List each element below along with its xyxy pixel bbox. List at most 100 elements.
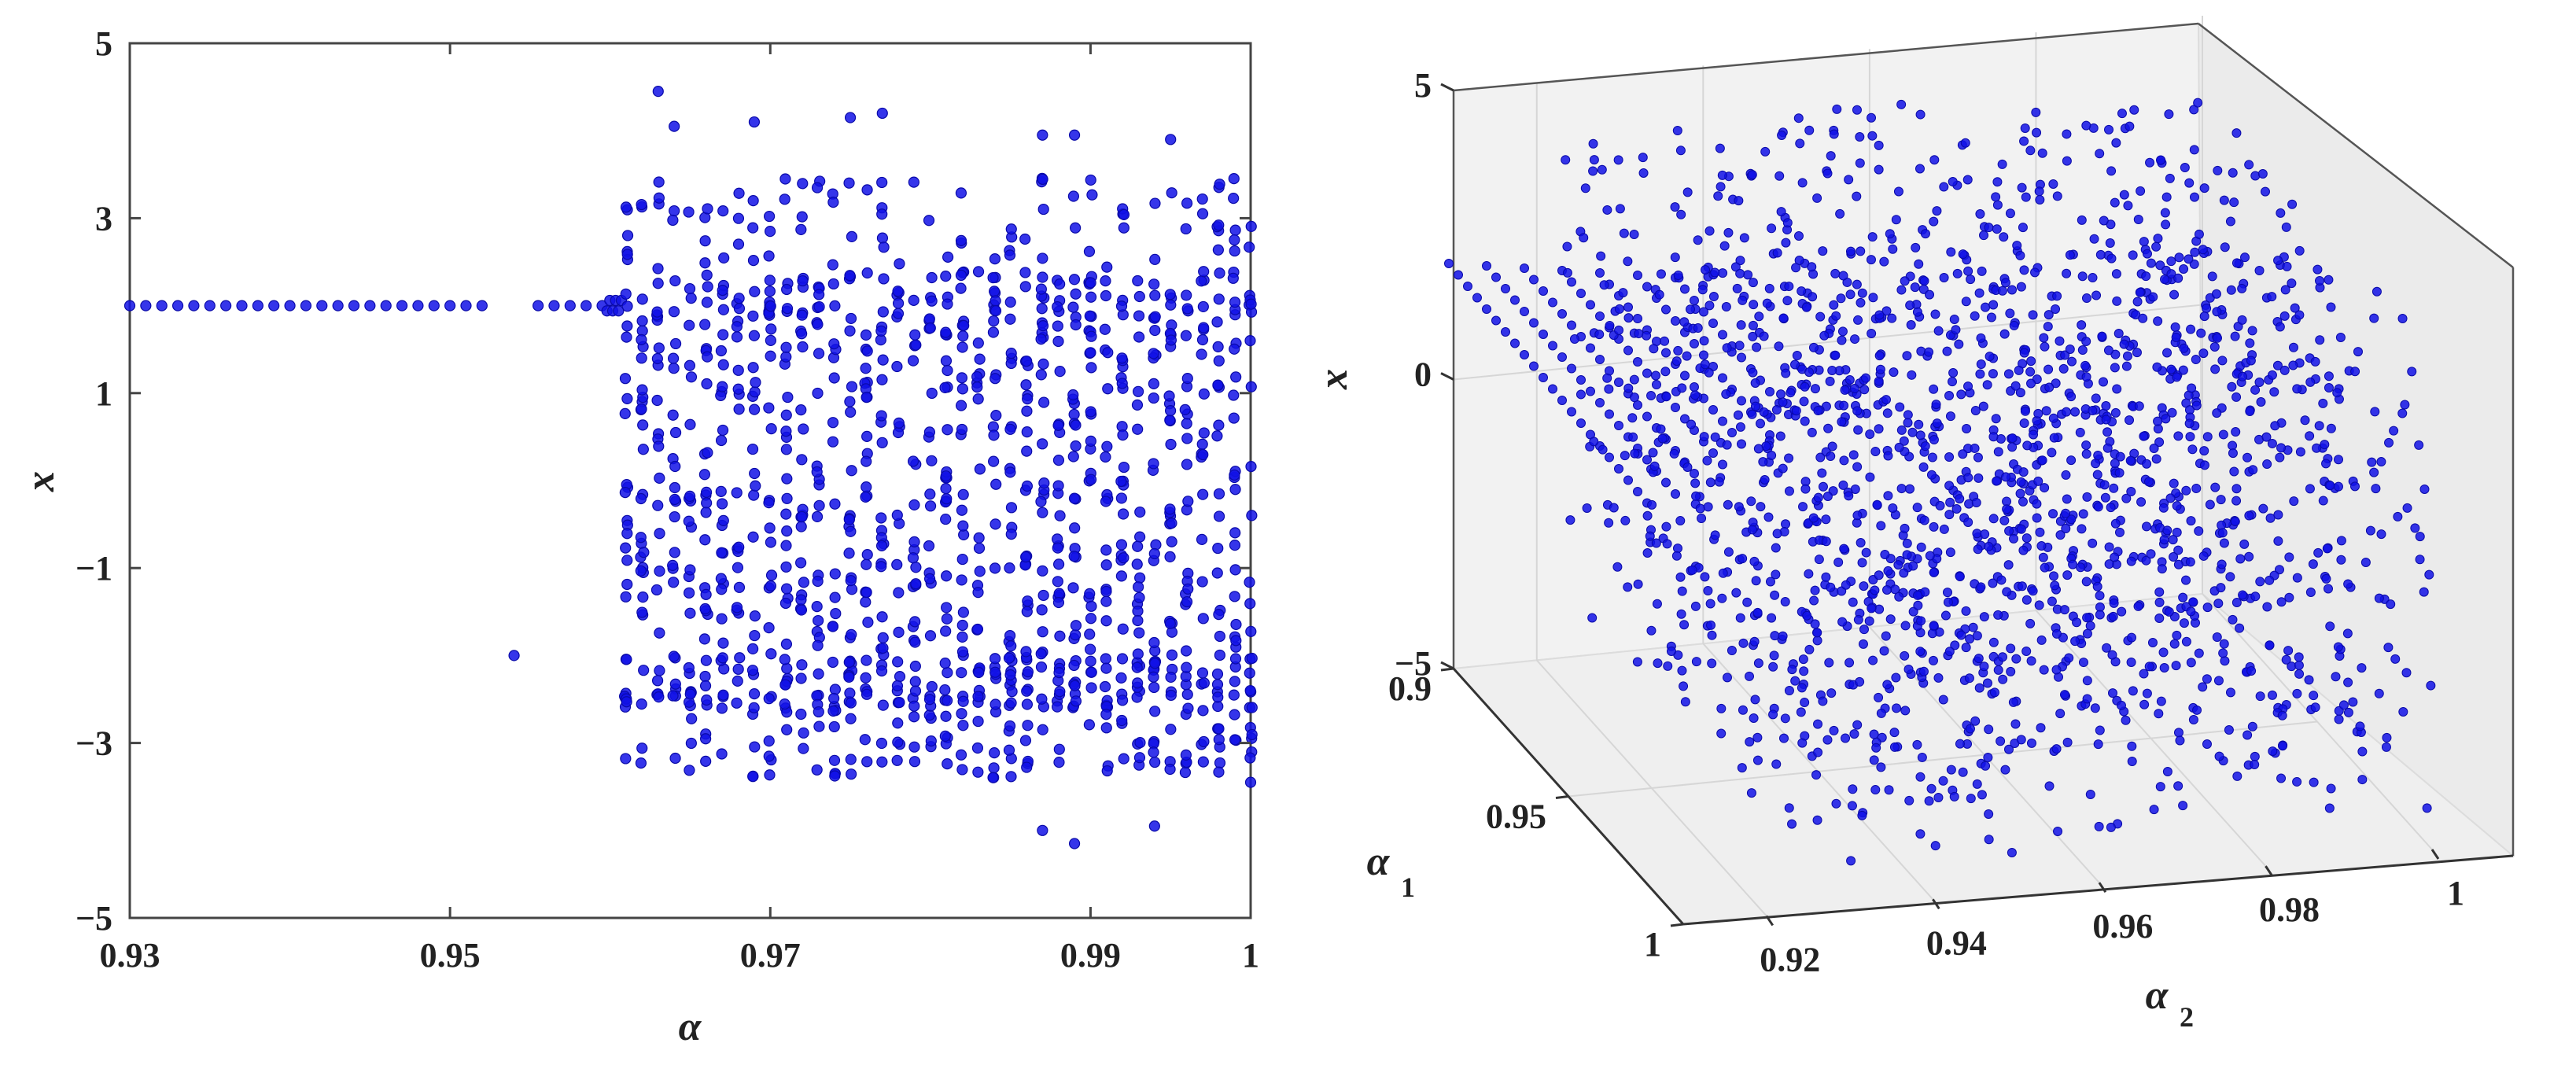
data-point xyxy=(779,698,790,710)
data-point xyxy=(1752,755,1763,765)
data-point xyxy=(650,584,663,596)
data-point xyxy=(2022,440,2032,451)
data-point xyxy=(1656,269,1666,279)
data-point xyxy=(669,460,681,473)
data-point xyxy=(765,580,777,592)
data-point xyxy=(619,407,631,419)
data-point xyxy=(1100,451,1111,463)
data-point xyxy=(2015,488,2025,499)
data-point xyxy=(2065,344,2075,354)
data-point xyxy=(1993,665,2003,675)
data-point xyxy=(1889,367,1899,378)
data-point xyxy=(2261,432,2272,442)
data-point xyxy=(2010,719,2021,729)
data-point xyxy=(1837,417,1847,427)
data-point xyxy=(2006,643,2016,654)
data-point xyxy=(1005,697,1017,709)
data-point xyxy=(2382,732,2392,743)
data-point xyxy=(1894,591,1904,602)
data-point xyxy=(1132,540,1144,552)
data-point xyxy=(990,410,1002,422)
data-point xyxy=(2273,256,2283,266)
data-point xyxy=(861,430,873,442)
data-point xyxy=(1894,442,1904,452)
data-point xyxy=(1808,342,1819,352)
data-point xyxy=(1085,643,1096,655)
data-point xyxy=(1810,585,1820,595)
data-point xyxy=(1915,647,1926,657)
data-point xyxy=(1579,233,1589,243)
data-point xyxy=(2202,304,2212,314)
data-point xyxy=(2166,269,2176,279)
data-point xyxy=(2381,742,2391,752)
data-point xyxy=(2077,215,2087,225)
data-point xyxy=(2294,669,2305,679)
data-point xyxy=(653,192,665,204)
data-point xyxy=(2011,654,2021,664)
data-point xyxy=(859,734,871,746)
data-point xyxy=(924,500,937,512)
data-point xyxy=(636,315,648,327)
data-point xyxy=(1212,542,1224,555)
data-point xyxy=(700,733,712,745)
data-point xyxy=(2110,459,2120,469)
data-point xyxy=(637,444,649,455)
data-point xyxy=(875,410,887,422)
data-point xyxy=(2277,741,2287,751)
data-point xyxy=(2002,496,2012,507)
data-point xyxy=(651,394,663,407)
data-point xyxy=(844,112,857,123)
data-point xyxy=(1589,155,1599,165)
data-point xyxy=(1830,268,1841,278)
data-point xyxy=(1823,423,1833,433)
data-point xyxy=(1826,451,1836,462)
data-point xyxy=(1882,584,1892,595)
data-point xyxy=(1148,392,1159,404)
data-point xyxy=(1620,451,1630,461)
data-point xyxy=(348,300,360,311)
data-point xyxy=(989,698,1001,710)
data-point xyxy=(2148,292,2158,302)
data-point xyxy=(813,289,825,300)
data-point xyxy=(701,297,713,308)
data-point xyxy=(2036,540,2047,551)
data-point xyxy=(1052,701,1063,713)
data-point xyxy=(2053,826,2063,836)
data-point xyxy=(1539,373,1548,382)
data-point xyxy=(1905,484,1915,494)
data-point xyxy=(1829,129,1839,139)
data-point xyxy=(2229,197,2239,208)
data-point xyxy=(924,322,936,334)
data-point xyxy=(1738,705,1748,715)
data-point xyxy=(893,626,905,638)
data-point xyxy=(636,198,647,211)
data-point xyxy=(1716,703,1727,713)
data-point xyxy=(2305,377,2316,387)
x-tick-label: 1 xyxy=(1242,936,1259,975)
data-point xyxy=(844,270,856,282)
data-point xyxy=(1765,577,1775,587)
data-point xyxy=(2198,245,2208,255)
data-point xyxy=(667,214,679,227)
data-point xyxy=(2343,579,2353,589)
data-point xyxy=(1179,766,1192,779)
data-point xyxy=(1131,661,1143,673)
alpha1-tick-mark xyxy=(1670,923,1684,927)
data-point xyxy=(1690,296,1699,305)
data-point xyxy=(2061,523,2071,533)
data-point xyxy=(1229,709,1240,720)
data-point xyxy=(1980,529,1990,540)
data-point xyxy=(1148,681,1160,694)
data-point xyxy=(2170,322,2180,332)
data-point xyxy=(619,373,632,385)
data-point xyxy=(2044,781,2055,791)
data-point xyxy=(2155,260,2165,271)
data-point xyxy=(987,271,999,284)
data-point xyxy=(2110,407,2121,418)
alpha1-tick-label: 0.9 xyxy=(1388,669,1432,708)
data-point xyxy=(1229,676,1240,687)
data-point xyxy=(2100,492,2110,503)
data-point xyxy=(891,360,903,373)
data-point xyxy=(1651,370,1661,381)
data-point xyxy=(2028,310,2038,320)
